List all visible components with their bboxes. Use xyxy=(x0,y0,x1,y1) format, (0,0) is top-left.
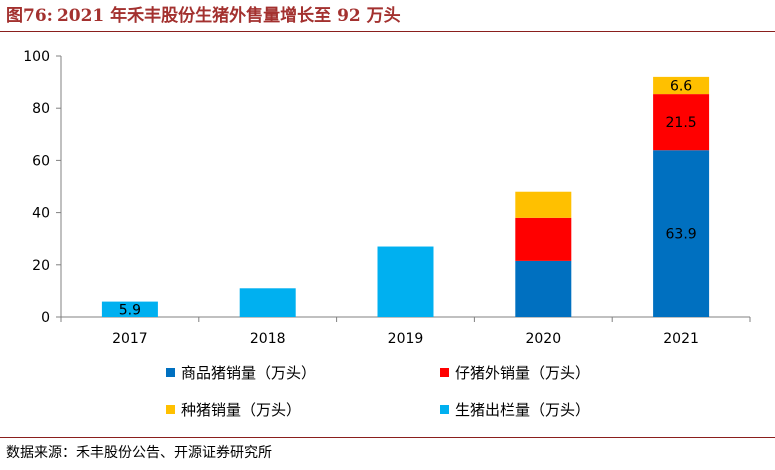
x-tick-label: 2020 xyxy=(525,331,561,347)
data-label: 21.5 xyxy=(666,115,697,131)
y-tick-label: 20 xyxy=(32,258,50,274)
bar-total-2019 xyxy=(377,246,434,317)
x-tick-label: 2019 xyxy=(388,331,424,347)
y-tick-label: 100 xyxy=(23,49,50,65)
bar-total-2017 xyxy=(101,301,158,317)
data-label: 63.9 xyxy=(666,227,697,243)
x-tick-label: 2018 xyxy=(250,331,286,347)
source-divider xyxy=(0,437,775,438)
bar-piglet-2021 xyxy=(653,94,710,151)
bar-breeding-2021 xyxy=(653,76,710,95)
bar-commercial-2021 xyxy=(653,150,710,317)
bar-piglet-2020 xyxy=(515,217,572,261)
y-tick-label: 60 xyxy=(32,153,50,169)
y-tick-label: 40 xyxy=(32,206,50,222)
x-tick-label: 2017 xyxy=(112,331,148,347)
bar-commercial-2020 xyxy=(515,260,572,317)
source-note: 数据来源：禾丰股份公告、开源证券研究所 xyxy=(6,445,272,461)
y-tick-label: 0 xyxy=(41,310,50,326)
bar-breeding-2020 xyxy=(515,191,572,218)
figure-title-text: 2021 年禾丰股份生猪外售量增长至 92 万头 xyxy=(56,6,401,26)
chart-title: 图76: 2021 年禾丰股份生猪外售量增长至 92 万头 xyxy=(6,3,401,29)
x-tick-label: 2021 xyxy=(663,331,699,347)
data-label: 6.6 xyxy=(670,78,692,94)
data-label: 5.9 xyxy=(119,302,141,318)
title-divider xyxy=(0,31,775,32)
bar-total-2018 xyxy=(239,288,296,317)
figure-number: 图76: xyxy=(6,6,53,26)
y-tick-label: 80 xyxy=(32,101,50,117)
